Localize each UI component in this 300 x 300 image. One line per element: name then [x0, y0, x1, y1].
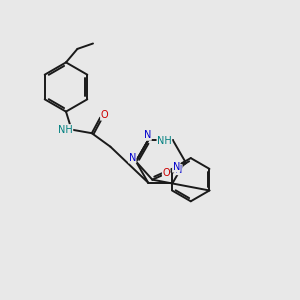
Text: N: N	[172, 162, 180, 172]
Text: NH: NH	[58, 124, 73, 135]
Text: O: O	[100, 110, 108, 120]
Text: N: N	[175, 165, 182, 175]
Text: N: N	[144, 130, 151, 140]
Text: O: O	[162, 168, 170, 178]
Text: NH: NH	[157, 136, 172, 146]
Text: N: N	[129, 153, 136, 163]
